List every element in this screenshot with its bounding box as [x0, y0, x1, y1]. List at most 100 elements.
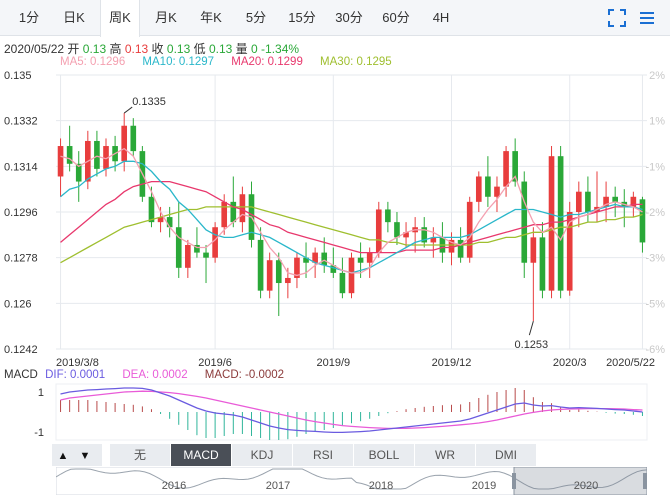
time-navigator[interactable]: 2016 2017 2018 2019 2020	[56, 467, 647, 495]
navigator-right-handle[interactable]	[643, 473, 647, 489]
indicator-tabs: 无 MACD KDJ RSI BOLL WR DMI	[52, 444, 647, 466]
candle-body	[185, 244, 191, 268]
dif-line	[60, 387, 643, 434]
indicator-scroll: ▲ ▼	[52, 444, 102, 466]
candle-body	[448, 239, 455, 253]
tab-6[interactable]: 15分	[288, 10, 316, 25]
candle-body	[239, 194, 246, 223]
macd-chart: 1 -1	[34, 383, 648, 441]
indicator-tab-4[interactable]: BOLL	[354, 444, 415, 466]
tab-2[interactable]: 周K	[100, 0, 140, 37]
candle-body	[157, 217, 164, 223]
tab-0[interactable]: 1分	[18, 10, 40, 25]
candle-body	[330, 265, 337, 273]
tab-7[interactable]: 30分	[335, 10, 363, 25]
info-close-label: 收	[151, 42, 164, 56]
candle-body	[385, 209, 391, 223]
ma30-line	[60, 206, 643, 264]
candle-body	[75, 163, 82, 182]
indicator-tab-0[interactable]: 无	[110, 444, 171, 466]
candle-body	[612, 196, 618, 202]
y-tick-label: 0.1314	[4, 161, 38, 173]
pct-tick-label: -3%	[645, 253, 665, 265]
info-open: 0.13	[82, 42, 107, 56]
ma10-legend: MA10: 0.1297	[142, 56, 215, 68]
macd-y-tick: -1	[34, 427, 44, 439]
pct-tick-label: 1%	[649, 116, 665, 128]
candle-body	[175, 227, 182, 268]
tab-1[interactable]: 日K	[63, 10, 85, 25]
candle-body	[257, 239, 264, 291]
indicator-tab-3[interactable]: RSI	[293, 444, 354, 466]
navigator-left-handle[interactable]	[512, 473, 516, 489]
candle-body	[121, 125, 128, 162]
y-tick-label: 0.1332	[4, 116, 38, 128]
period-tab-bar: 1分 日K 周K 月K 年K 5分 15分 30分 60分 4H	[0, 0, 670, 37]
high-annotation: 0.1335	[132, 96, 166, 108]
candle-body	[548, 156, 555, 291]
info-low-label: 低	[193, 42, 206, 56]
info-volume-label: 量	[235, 42, 248, 56]
macd-title: MACD	[4, 369, 38, 381]
info-high-label: 高	[109, 42, 122, 56]
candle-body	[539, 237, 546, 291]
candle-body	[212, 227, 218, 258]
candle-body	[194, 244, 200, 253]
candle-body	[457, 239, 464, 258]
scroll-down-icon[interactable]: ▼	[80, 450, 91, 462]
tab-8[interactable]: 60分	[382, 10, 410, 25]
candle-body	[130, 125, 137, 152]
tab-3[interactable]: 月K	[155, 10, 177, 25]
candle-body	[303, 257, 309, 263]
pct-tick-label: 2%	[649, 70, 665, 82]
scroll-up-icon[interactable]: ▲	[58, 450, 69, 462]
candle-body	[603, 196, 609, 207]
x-tick-label: 2020/5/22	[606, 357, 655, 369]
tab-5[interactable]: 5分	[245, 10, 267, 25]
x-tick-label: 2020/3	[553, 357, 587, 369]
navigator-frame	[56, 467, 647, 495]
candle-body	[339, 272, 346, 294]
candle-body	[512, 151, 518, 182]
pct-tick-label: -2%	[645, 207, 665, 219]
candle-body	[639, 199, 646, 243]
y-tick-label: 0.1278	[4, 253, 38, 265]
ma20-legend: MA20: 0.1299	[231, 56, 303, 68]
scroll-bg	[52, 444, 102, 466]
ma30-legend: MA30: 0.1295	[320, 56, 392, 68]
candle-body	[575, 191, 582, 212]
candle-body	[366, 252, 373, 263]
pct-tick-label: -6%	[645, 344, 665, 356]
indicator-tab-6[interactable]: DMI	[476, 444, 537, 466]
navigator-year-label: 2017	[266, 480, 290, 492]
fullscreen-icon[interactable]	[608, 9, 626, 27]
menu-icon[interactable]	[638, 9, 656, 27]
indicator-tab-1[interactable]: MACD	[171, 444, 232, 466]
pct-tick-label: -5%	[645, 298, 665, 310]
candle-body	[494, 186, 500, 197]
candle-body	[203, 252, 209, 258]
ohlc-info-line: 2020/05/22 开 0.13 高 0.13 收 0.13 低 0.13 量…	[4, 40, 299, 57]
info-close: 0.13	[166, 42, 191, 56]
ma5-legend: MA5: 0.1296	[60, 56, 126, 68]
indicator-tab-5[interactable]: WR	[415, 444, 476, 466]
candle-body	[57, 146, 64, 177]
navigator-year-label: 2018	[369, 480, 393, 492]
tab-4[interactable]: 年K	[200, 10, 222, 25]
info-change: -1.34%	[261, 42, 300, 56]
candle-body	[403, 232, 409, 238]
macd-value-legend: MACD: -0.0002	[204, 369, 285, 381]
candle-body	[94, 140, 100, 169]
indicator-tab-2[interactable]: KDJ	[232, 444, 293, 466]
candle-body	[566, 212, 573, 291]
candle-body	[485, 176, 491, 197]
tab-9[interactable]: 4H	[432, 10, 450, 25]
candle-body	[221, 201, 228, 228]
ma20-line	[60, 180, 643, 254]
y-tick-label: 0.1296	[4, 207, 38, 219]
candle-body	[585, 191, 591, 212]
x-tick-label: 2019/3/8	[56, 357, 99, 369]
candlestick-chart: 0.135 0.1332 0.1314 0.1296 0.1278 0.126 0.1242…	[4, 70, 665, 369]
annotation-leader	[123, 106, 133, 114]
dea-legend: DEA: 0.0002	[122, 369, 188, 381]
